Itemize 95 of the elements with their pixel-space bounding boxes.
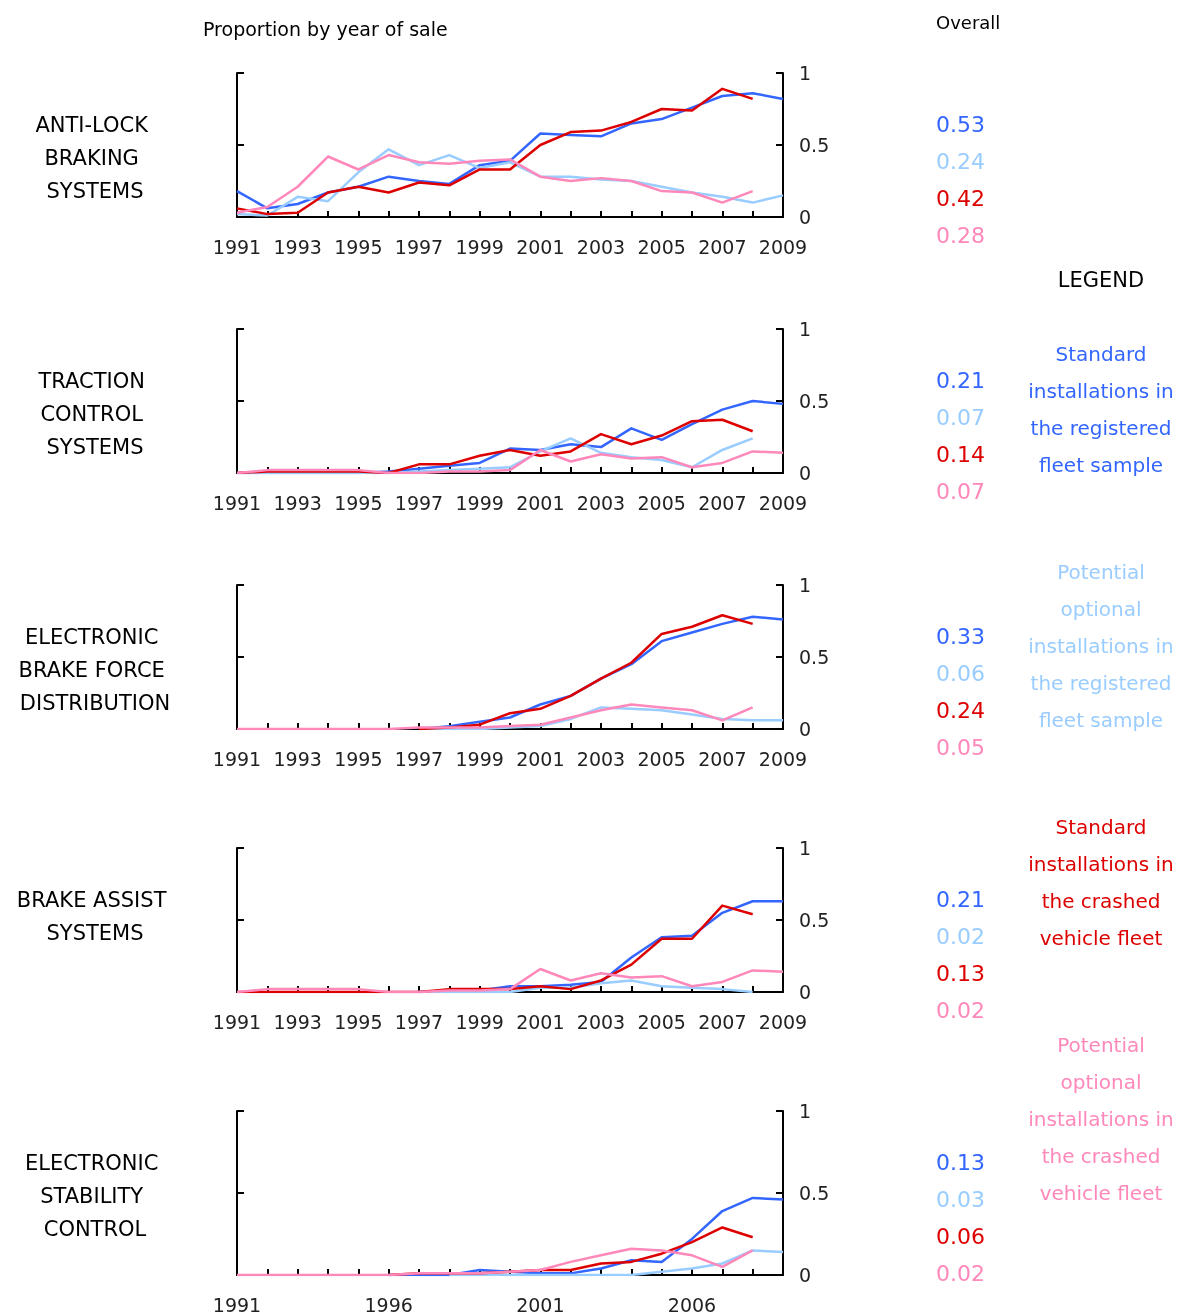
x-tick-label: 1999 [455,235,504,258]
x-tick-label: 2007 [698,747,747,770]
y-tick-label: 0.5 [799,646,830,668]
x-tick-label: 2001 [516,491,565,514]
text: BRAKE ASSIST SYSTEMS [16,887,174,945]
y-tick-label: 0.5 [799,390,830,412]
x-tick-label: 1999 [455,491,504,514]
text: ELECTRONIC BRAKE FORCE DISTRIBUTION [18,624,172,715]
text: 0.07 [936,478,985,504]
x-tick-label: 1997 [394,747,444,770]
text: Standard installations in the crashed vehicle fleet [1027,814,1175,952]
x-tick-label: 2005 [637,491,686,514]
x-tick-label: 1991 [212,1293,262,1315]
text: 0.07 [936,404,985,430]
text: 0.21 [936,886,985,912]
x-tick-label: 2005 [637,1010,686,1033]
text: 0.24 [936,697,985,723]
text: 0.28 [936,222,985,248]
x-tick-label: 2007 [698,1010,747,1033]
x-tick-label: 1995 [334,747,383,770]
x-tick-label: 2003 [576,1010,626,1033]
x-tick-label: 1993 [273,235,322,258]
text: 0.03 [936,1186,985,1212]
text: Overall [936,11,1001,33]
x-tick-label: 2001 [516,1010,565,1033]
x-tick-label: 2007 [698,491,747,514]
x-tick-label: 2003 [576,235,626,258]
line-series [235,703,754,731]
y-tick-label: 0 [799,462,812,484]
x-tick-label: 1991 [212,747,262,770]
x-tick-label: 1999 [455,747,504,770]
x-tick-label: 2001 [516,1293,565,1315]
x-tick-label: 1991 [212,235,262,258]
x-tick-label: 1995 [334,1010,383,1033]
chart-subtitle: Proportion by year of sale [203,17,448,40]
text: ELECTRONIC STABILITY CONTROL [24,1150,166,1241]
x-tick-label: 2001 [516,235,565,258]
x-tick-label: 2009 [758,1010,808,1033]
text: 0.06 [936,660,985,686]
y-tick-label: 0 [799,718,812,740]
legend-title: LEGEND [1056,268,1146,292]
text: 0.06 [936,1223,985,1249]
y-tick-label: 1 [799,574,812,596]
x-tick-label: 2001 [516,747,565,770]
y-tick-label: 0 [799,981,812,1003]
text: 0.13 [936,960,985,986]
x-tick-label: 2009 [758,747,808,770]
x-tick-label: 2003 [576,747,626,770]
x-tick-label: 1995 [334,235,383,258]
y-tick-label: 1 [799,318,812,340]
text: 0.13 [936,1149,985,1175]
x-tick-label: 1997 [394,1010,444,1033]
text: 0.42 [936,185,985,211]
text: 0.53 [936,111,985,137]
text: 0.24 [936,148,985,174]
text: 0.14 [936,441,985,467]
line-series [235,153,754,214]
text: 0.05 [936,734,985,760]
x-tick-label: 1995 [334,491,383,514]
y-tick-label: 0.5 [799,909,830,931]
y-tick-label: 1 [799,1100,812,1122]
text: 0.02 [936,1260,985,1286]
x-tick-label: 1993 [273,747,322,770]
text: Potential optional installations in the crashed vehicle fleet [1027,1032,1175,1207]
x-tick-label: 1997 [394,491,444,514]
text: 0.02 [936,997,985,1023]
x-tick-label: 1997 [394,235,444,258]
x-tick-label: 1993 [273,491,322,514]
y-tick-label: 1 [799,837,812,859]
x-tick-label: 1999 [455,1010,504,1033]
x-tick-label: 2005 [637,235,686,258]
text: 0.02 [936,923,985,949]
y-tick-label: 0.5 [799,134,830,156]
x-tick-label: 2006 [667,1293,717,1315]
text: Standard installations in the registered fleet sample [1027,341,1175,479]
text: TRACTION CONTROL SYSTEMS [37,368,152,459]
x-tick-label: 1996 [364,1293,413,1315]
x-tick-label: 2009 [758,491,808,514]
x-tick-label: 1993 [273,1010,322,1033]
text: 0.21 [936,367,985,393]
text: 0.33 [936,623,985,649]
text: ANTI-LOCK BRAKING SYSTEMS [35,112,155,203]
text: Potential optional installations in the registered fleet sample [1027,559,1175,734]
x-tick-label: 2005 [637,747,686,770]
y-tick-label: 0 [799,206,812,228]
y-tick-label: 0 [799,1264,812,1286]
x-tick-label: 1991 [212,1010,262,1033]
line-series [448,1249,785,1277]
x-tick-label: 2007 [698,235,747,258]
x-tick-label: 2009 [758,235,808,258]
y-tick-label: 1 [799,62,812,84]
x-tick-label: 2003 [576,491,626,514]
y-tick-label: 0.5 [799,1182,830,1204]
line-series [235,1247,754,1277]
x-tick-label: 1991 [212,491,262,514]
